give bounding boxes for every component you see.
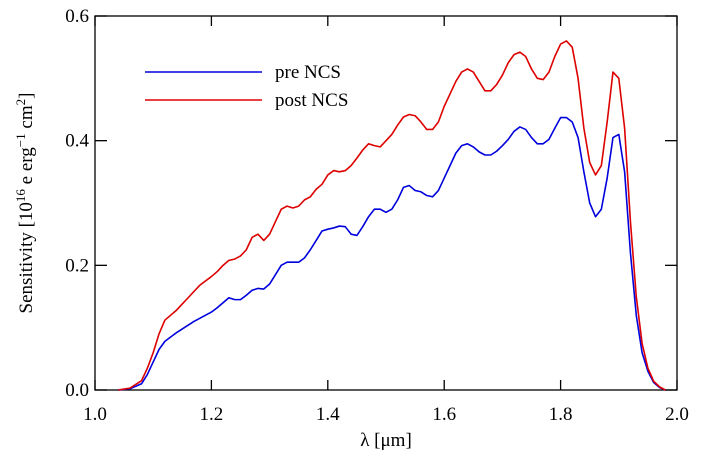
y-tick-label: 0.6 xyxy=(65,6,89,27)
label-part: ] xyxy=(16,93,37,99)
label-part: Sensitivity [10 xyxy=(16,202,37,313)
x-tick-label: 1.8 xyxy=(549,404,573,425)
legend-label: pre NCS xyxy=(275,62,341,83)
label-part: e erg xyxy=(16,147,37,189)
label-part: cm xyxy=(16,105,37,133)
y-tick-label: 0.4 xyxy=(65,131,89,152)
superscript: 2 xyxy=(13,99,28,106)
x-tick-label: 1.4 xyxy=(316,404,340,425)
x-tick-label: 1.6 xyxy=(432,404,456,425)
data-line xyxy=(118,40,666,391)
x-tick-label: 1.2 xyxy=(200,404,224,425)
legend-label: post NCS xyxy=(275,90,348,111)
superscript: 16 xyxy=(13,189,28,203)
x-tick-label: 2.0 xyxy=(665,404,689,425)
superscript: −1 xyxy=(13,133,28,147)
x-tick-label: 1.0 xyxy=(83,404,107,425)
y-tick-label: 0.0 xyxy=(65,380,89,401)
plot-frame xyxy=(94,15,678,391)
x-axis-label: λ [μm] xyxy=(360,430,412,451)
data-line xyxy=(118,116,666,391)
y-axis-label: Sensitivity [1016 e erg−1 cm2] xyxy=(13,93,37,314)
y-tick-label: 0.2 xyxy=(65,255,89,276)
